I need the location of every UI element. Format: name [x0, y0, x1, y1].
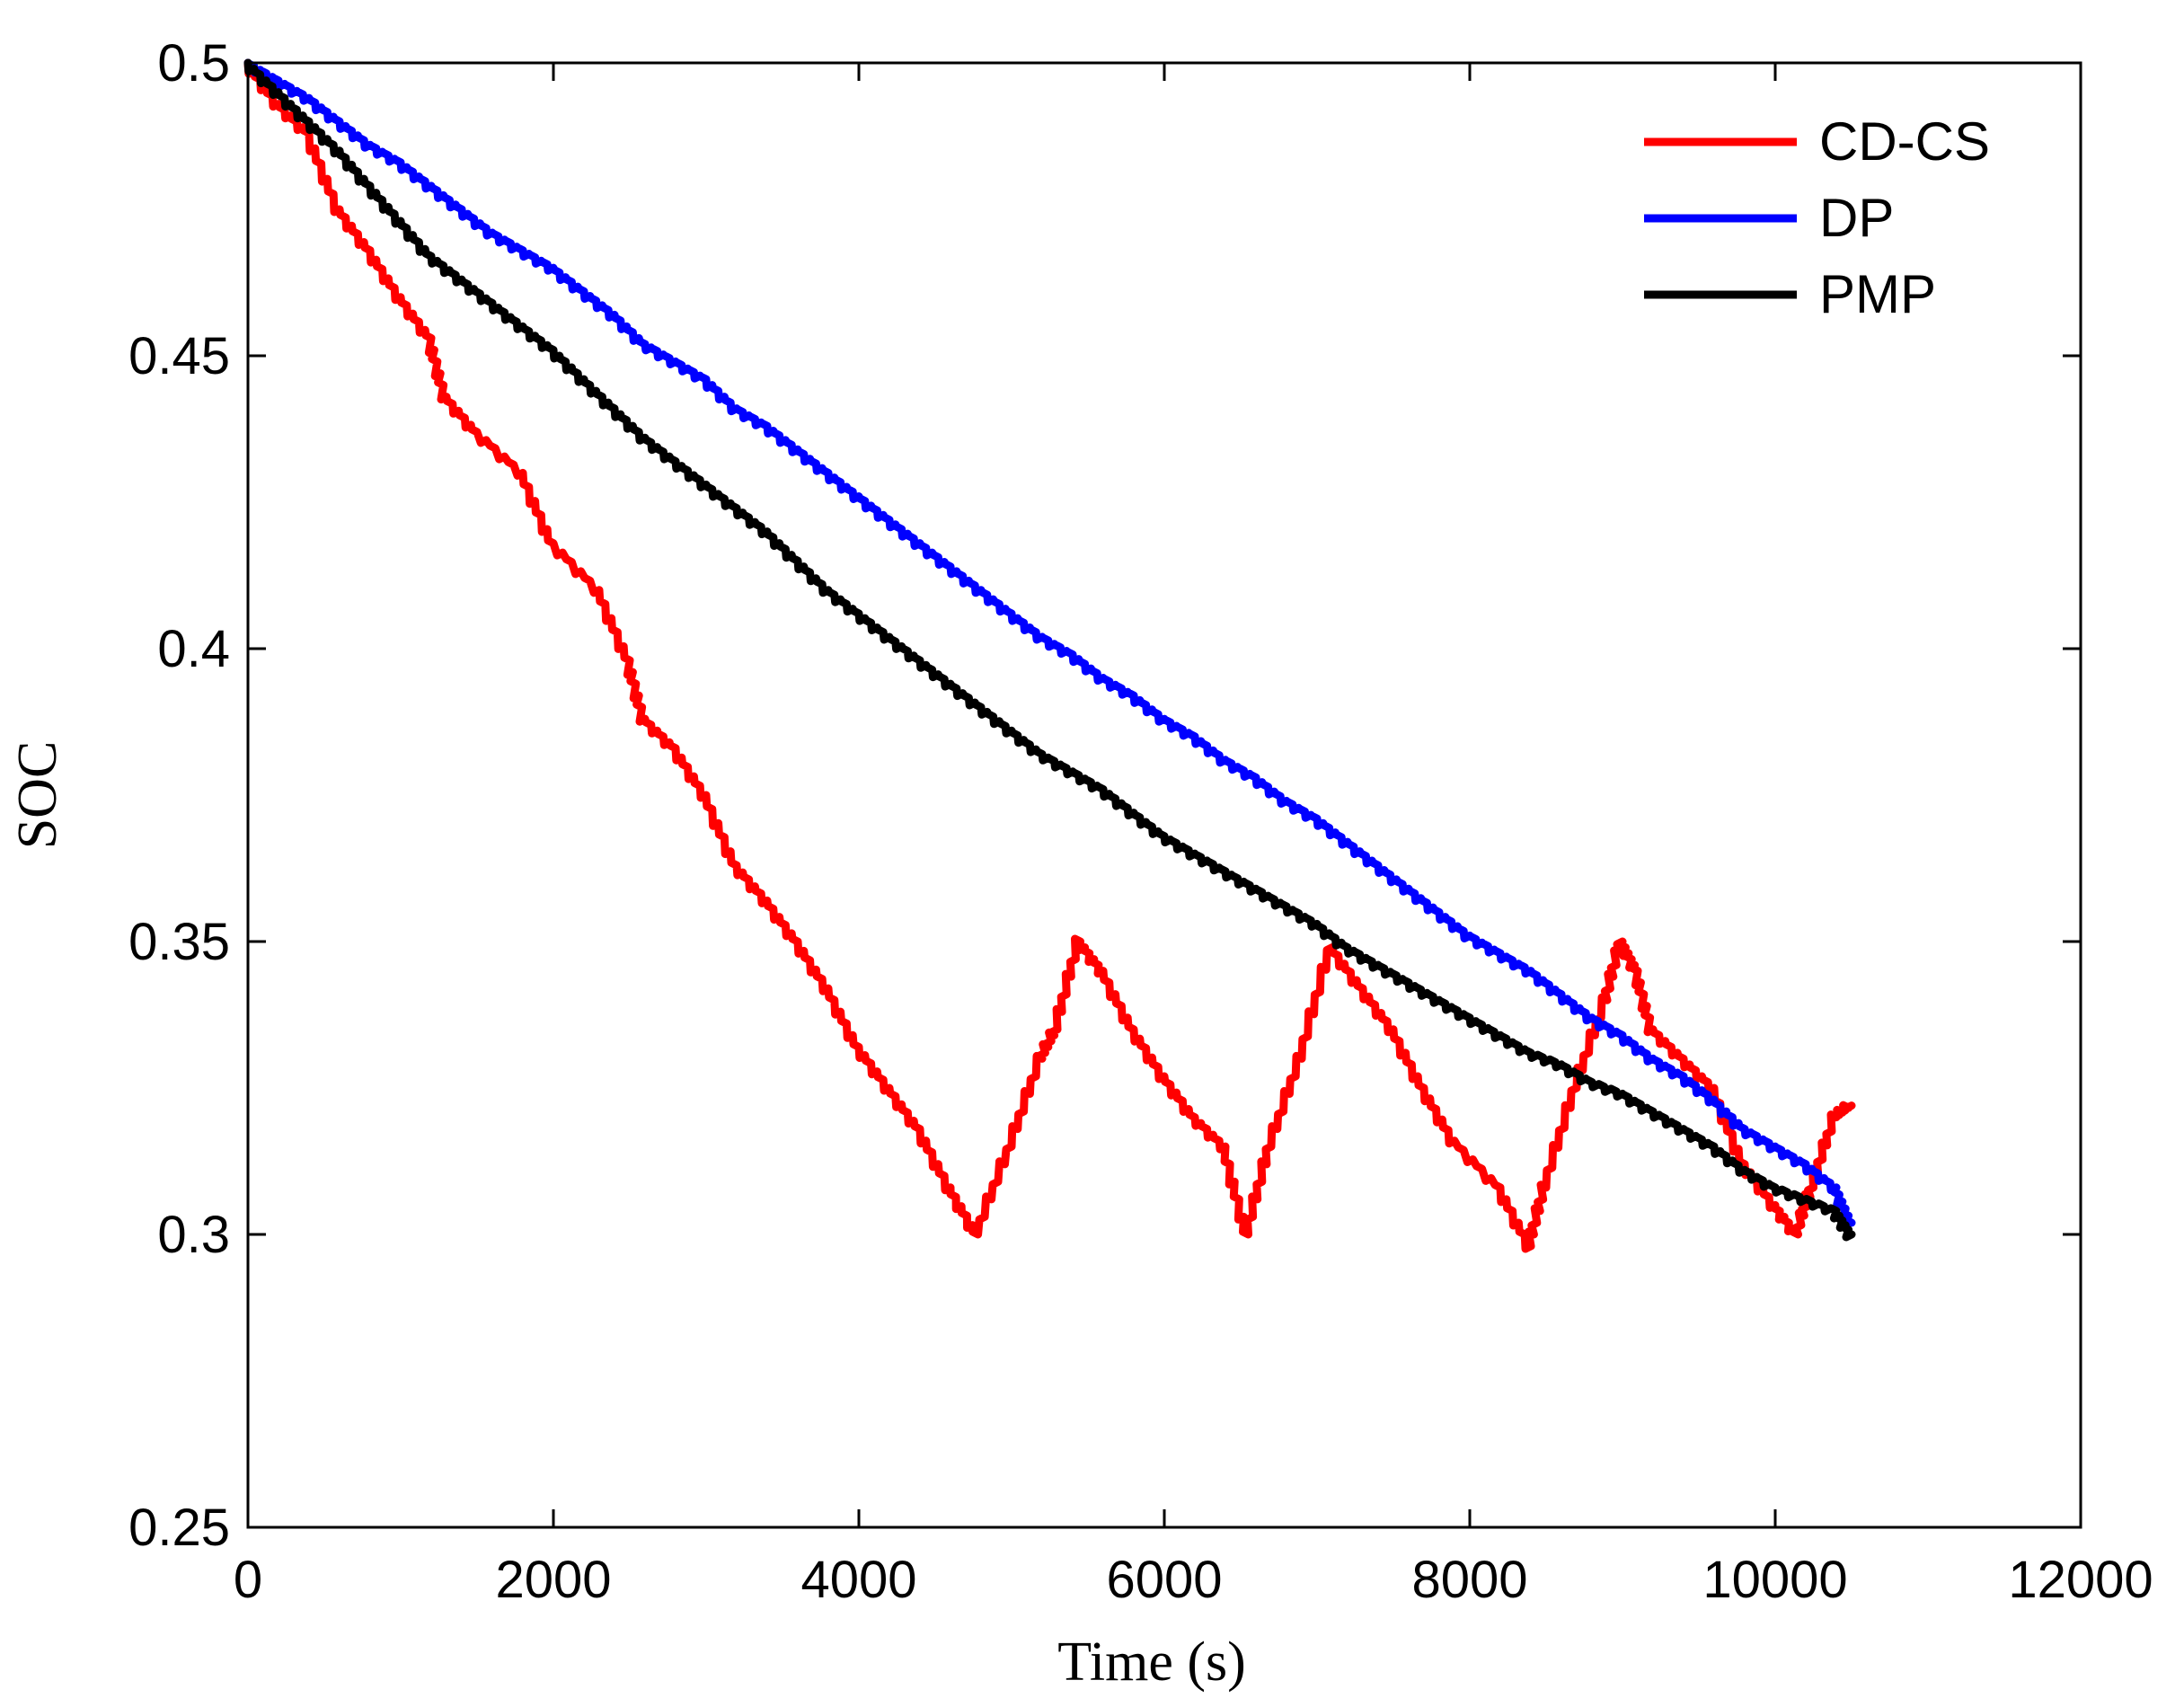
series-line-pmp [243, 58, 1856, 1242]
x-tick-labels: 0 2000 4000 6000 8000 10000 12000 [234, 1551, 2153, 1609]
x-tick-label: 4000 [800, 1551, 916, 1609]
x-tick-label: 10000 [1702, 1551, 1847, 1609]
x-tick-label: 0 [234, 1551, 262, 1609]
x-tick-label: 12000 [2008, 1551, 2153, 1609]
x-tick-label: 6000 [1106, 1551, 1222, 1609]
data-series [243, 58, 1856, 1253]
x-tick-label: 2000 [495, 1551, 611, 1609]
series-line-cd-cs [243, 58, 1856, 1253]
y-tick-label: 0.35 [128, 913, 230, 971]
y-tick-label: 0.5 [157, 34, 230, 93]
y-axis-title: SOC [7, 741, 68, 850]
legend-label: PMP [1819, 264, 1936, 324]
y-tick-label: 0.4 [157, 620, 230, 678]
series-line-dp [243, 58, 1856, 1227]
y-tick-label: 0.25 [128, 1499, 230, 1557]
x-tick-label: 8000 [1411, 1551, 1527, 1609]
y-tick-label: 0.3 [157, 1206, 230, 1264]
y-tick-label: 0.45 [128, 327, 230, 385]
y-tick-labels: 0.25 0.3 0.35 0.4 0.45 0.5 [128, 34, 230, 1557]
plot-frame [246, 61, 2082, 1529]
legend: CD-CS DP PMP [1644, 111, 1990, 324]
legend-label: DP [1819, 188, 1894, 248]
x-axis-title: Time (s) [1057, 1632, 1246, 1693]
legend-label: CD-CS [1819, 111, 1990, 172]
